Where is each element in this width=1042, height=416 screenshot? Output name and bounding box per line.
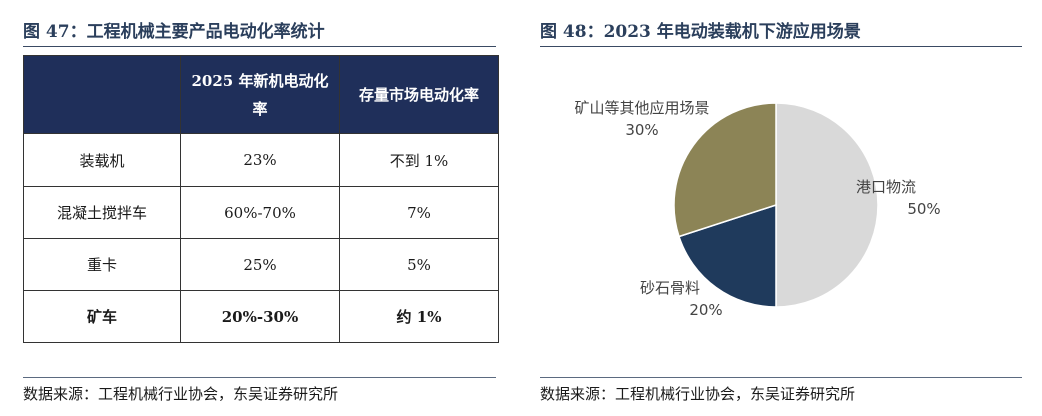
header-cell-stock-market: 存量市场电动化率 <box>339 55 499 134</box>
pie-label-port-logistics: 港口物流 <box>856 178 916 196</box>
pie-label-mining-other: 矿山等其他应用场景 <box>574 99 709 117</box>
table-cell: 25% <box>180 238 340 291</box>
table-cell: 约 1% <box>339 290 499 343</box>
table-cell: 5% <box>339 238 499 291</box>
pie-value-label-sand-aggregate: 20% <box>689 301 722 319</box>
table-row: 重卡 25% 5% <box>23 238 499 291</box>
right-figure-title: 图 48：2023 年电动装载机下游应用场景 <box>540 22 861 42</box>
table-cell: 不到 1% <box>339 133 499 187</box>
table-row: 混凝土搅拌车 60%-70% 7% <box>23 186 499 239</box>
table-row: 矿车 20%-30% 约 1% <box>23 290 499 343</box>
right-source-rule <box>540 377 1022 378</box>
header-cell-new-machine: 2025 年新机电动化率 <box>180 55 340 134</box>
electrification-table: 2025 年新机电动化率 存量市场电动化率 装载机 23% 不到 1% 混凝土搅… <box>23 55 499 343</box>
pie-slice-sand-aggregate <box>678 203 777 308</box>
pie-value-label-mining-other: 30% <box>625 121 658 139</box>
table-cell: 重卡 <box>23 238 181 291</box>
table-row: 装载机 23% 不到 1% <box>23 133 499 187</box>
header-cell-empty <box>23 55 181 134</box>
table-cell: 20%-30% <box>180 290 340 343</box>
right-title-rule <box>540 46 1022 47</box>
left-title-rule <box>23 46 496 47</box>
table-cell: 60%-70% <box>180 186 340 239</box>
table-cell: 矿车 <box>23 290 181 343</box>
table-cell: 装载机 <box>23 133 181 187</box>
left-source-rule <box>23 377 496 378</box>
pie-slice-mining-other <box>673 102 777 238</box>
table-cell: 7% <box>339 186 499 239</box>
table-cell: 混凝土搅拌车 <box>23 186 181 239</box>
left-figure-source: 数据来源：工程机械行业协会，东吴证券研究所 <box>23 385 339 403</box>
table-header-row: 2025 年新机电动化率 存量市场电动化率 <box>23 55 499 134</box>
downstream-pie-chart: 港口物流 50% 砂石骨料 20% 矿山等其他应用场景 30% <box>574 99 940 319</box>
pie-slice-port-logistics <box>775 102 879 308</box>
left-figure-title: 图 47：工程机械主要产品电动化率统计 <box>23 22 325 42</box>
pie-value-label-port-logistics: 50% <box>907 200 940 218</box>
right-figure-source: 数据来源：工程机械行业协会，东吴证券研究所 <box>540 385 856 403</box>
table-cell: 23% <box>180 133 340 187</box>
pie-label-sand-aggregate: 砂石骨料 <box>640 279 700 297</box>
